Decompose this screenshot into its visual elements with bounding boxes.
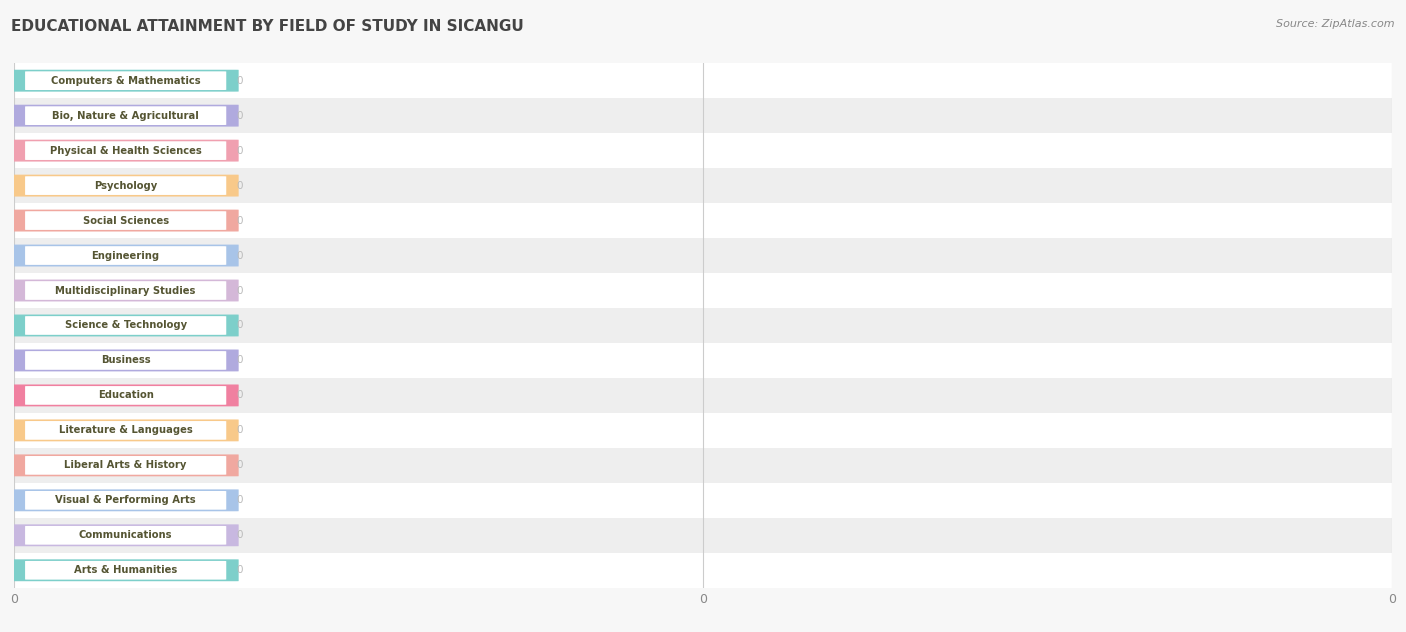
FancyBboxPatch shape bbox=[25, 351, 226, 370]
FancyBboxPatch shape bbox=[10, 315, 239, 336]
FancyBboxPatch shape bbox=[10, 279, 239, 301]
Bar bbox=[14, 518, 1392, 553]
Text: 0: 0 bbox=[236, 320, 242, 331]
Text: 0: 0 bbox=[236, 460, 242, 470]
FancyBboxPatch shape bbox=[25, 561, 226, 580]
Text: Science & Technology: Science & Technology bbox=[65, 320, 187, 331]
Text: 0: 0 bbox=[236, 250, 242, 260]
Text: 0: 0 bbox=[236, 76, 242, 86]
Bar bbox=[14, 133, 1392, 168]
Text: Bio, Nature & Agricultural: Bio, Nature & Agricultural bbox=[52, 111, 200, 121]
FancyBboxPatch shape bbox=[10, 559, 239, 581]
FancyBboxPatch shape bbox=[10, 349, 239, 372]
Bar bbox=[14, 553, 1392, 588]
FancyBboxPatch shape bbox=[25, 456, 226, 475]
FancyBboxPatch shape bbox=[25, 246, 226, 265]
FancyBboxPatch shape bbox=[25, 386, 226, 404]
Bar bbox=[14, 98, 1392, 133]
Text: 0: 0 bbox=[236, 530, 242, 540]
FancyBboxPatch shape bbox=[25, 526, 226, 545]
Text: Visual & Performing Arts: Visual & Performing Arts bbox=[55, 495, 195, 506]
FancyBboxPatch shape bbox=[25, 491, 226, 509]
Text: Engineering: Engineering bbox=[91, 250, 160, 260]
FancyBboxPatch shape bbox=[10, 105, 239, 126]
FancyBboxPatch shape bbox=[10, 245, 239, 267]
Text: 0: 0 bbox=[236, 181, 242, 191]
Text: Physical & Health Sciences: Physical & Health Sciences bbox=[49, 145, 201, 155]
Text: Literature & Languages: Literature & Languages bbox=[59, 425, 193, 435]
Bar bbox=[14, 448, 1392, 483]
FancyBboxPatch shape bbox=[25, 421, 226, 440]
FancyBboxPatch shape bbox=[25, 316, 226, 335]
FancyBboxPatch shape bbox=[10, 489, 239, 511]
Text: Education: Education bbox=[98, 391, 153, 401]
Bar bbox=[14, 343, 1392, 378]
Bar bbox=[14, 483, 1392, 518]
FancyBboxPatch shape bbox=[10, 140, 239, 162]
FancyBboxPatch shape bbox=[25, 106, 226, 125]
Text: 0: 0 bbox=[236, 565, 242, 575]
Bar bbox=[14, 308, 1392, 343]
FancyBboxPatch shape bbox=[10, 174, 239, 197]
Text: 0: 0 bbox=[236, 145, 242, 155]
Text: 0: 0 bbox=[236, 391, 242, 401]
FancyBboxPatch shape bbox=[25, 142, 226, 160]
Text: Social Sciences: Social Sciences bbox=[83, 216, 169, 226]
Text: 0: 0 bbox=[236, 355, 242, 365]
Text: Computers & Mathematics: Computers & Mathematics bbox=[51, 76, 201, 86]
Text: Communications: Communications bbox=[79, 530, 173, 540]
FancyBboxPatch shape bbox=[10, 210, 239, 231]
FancyBboxPatch shape bbox=[10, 454, 239, 477]
FancyBboxPatch shape bbox=[10, 525, 239, 546]
Bar bbox=[14, 168, 1392, 203]
Text: Business: Business bbox=[101, 355, 150, 365]
Text: 0: 0 bbox=[236, 425, 242, 435]
Bar bbox=[14, 203, 1392, 238]
FancyBboxPatch shape bbox=[10, 420, 239, 441]
Text: 0: 0 bbox=[236, 216, 242, 226]
Bar bbox=[14, 413, 1392, 448]
Bar bbox=[14, 273, 1392, 308]
FancyBboxPatch shape bbox=[25, 211, 226, 230]
Text: Liberal Arts & History: Liberal Arts & History bbox=[65, 460, 187, 470]
Text: EDUCATIONAL ATTAINMENT BY FIELD OF STUDY IN SICANGU: EDUCATIONAL ATTAINMENT BY FIELD OF STUDY… bbox=[11, 19, 524, 34]
Text: 0: 0 bbox=[236, 286, 242, 296]
Text: 0: 0 bbox=[236, 111, 242, 121]
Text: Multidisciplinary Studies: Multidisciplinary Studies bbox=[55, 286, 195, 296]
Text: Source: ZipAtlas.com: Source: ZipAtlas.com bbox=[1277, 19, 1395, 29]
Bar bbox=[14, 238, 1392, 273]
FancyBboxPatch shape bbox=[10, 384, 239, 406]
FancyBboxPatch shape bbox=[10, 70, 239, 92]
FancyBboxPatch shape bbox=[25, 176, 226, 195]
Text: Psychology: Psychology bbox=[94, 181, 157, 191]
Bar bbox=[14, 63, 1392, 98]
Bar bbox=[14, 378, 1392, 413]
Text: 0: 0 bbox=[236, 495, 242, 506]
FancyBboxPatch shape bbox=[25, 281, 226, 300]
Text: Arts & Humanities: Arts & Humanities bbox=[75, 565, 177, 575]
FancyBboxPatch shape bbox=[25, 71, 226, 90]
